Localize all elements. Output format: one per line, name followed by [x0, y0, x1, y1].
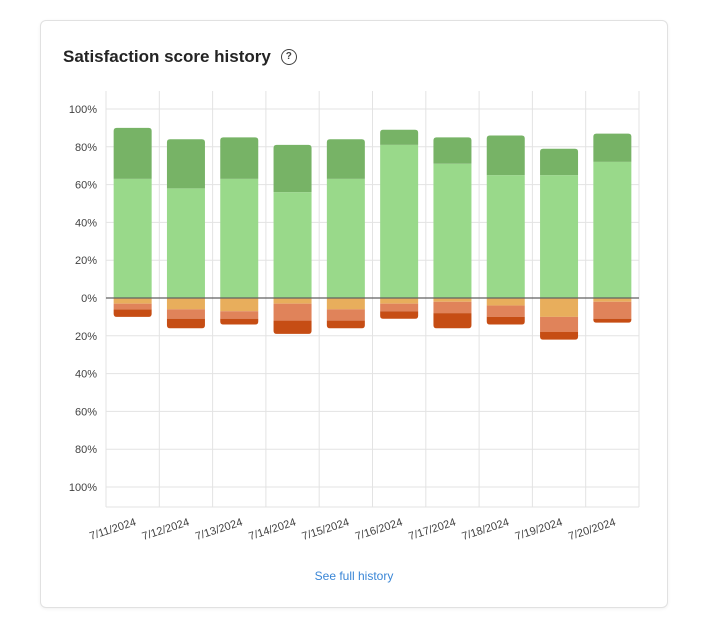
y-tick-label: 40% [75, 217, 97, 229]
y-tick-label: 40% [75, 369, 97, 381]
y-tick-label: 20% [75, 331, 97, 343]
bar-segment-dissatisfied [540, 316, 579, 333]
bar-segment-very-dissatisfied [166, 318, 205, 329]
bar-segment-satisfied [540, 175, 579, 298]
bar-segment-very-dissatisfied [113, 309, 152, 317]
bar-segment-neutral [486, 298, 525, 306]
bar-segment-very-satisfied [540, 148, 579, 176]
bar-segment-satisfied [593, 161, 632, 298]
x-tick-label: 7/12/2024 [141, 516, 191, 543]
bar-segment-dissatisfied [380, 303, 419, 312]
card-header: Satisfaction score history ? [63, 47, 297, 67]
bar-segment-dissatisfied [486, 305, 525, 317]
bar-segment-very-satisfied [326, 139, 365, 179]
bar-segment-neutral [593, 298, 632, 302]
card-title: Satisfaction score history [63, 47, 271, 66]
bar-segment-neutral [540, 298, 579, 317]
bar-segment-very-satisfied [220, 137, 259, 179]
satisfaction-chart: 100% 80% 60% 40% 20% 0% 20% 40% 60% 80% 100% 7/11/2… [69, 91, 640, 543]
x-tick-label: 7/11/2024 [88, 516, 137, 542]
bar-segment-neutral [433, 298, 472, 302]
y-tick-label: 0% [81, 293, 97, 305]
bar-segment-dissatisfied [220, 311, 259, 319]
bar-segment-dissatisfied [166, 309, 205, 319]
bar-segment-satisfied [433, 163, 472, 298]
bar-segment-neutral [113, 298, 152, 304]
bar-segment-satisfied [220, 178, 259, 298]
x-tick-label: 7/17/2024 [407, 516, 457, 543]
bar-segment-satisfied [486, 175, 525, 298]
bar-segment-neutral [380, 298, 419, 304]
satisfaction-history-card: Satisfaction score history ? 100% 80% 60% 4… [40, 20, 668, 608]
bar-segment-very-dissatisfied [433, 313, 472, 329]
x-tick-label: 7/20/2024 [567, 516, 617, 543]
x-tick-label: 7/15/2024 [301, 516, 351, 543]
bar-segment-satisfied [113, 178, 152, 298]
bar-segment-satisfied [166, 188, 205, 298]
bar-segment-very-dissatisfied [540, 332, 579, 340]
bar-segment-satisfied [273, 192, 312, 298]
y-tick-label: 100% [69, 482, 97, 494]
bar-segment-very-dissatisfied [486, 316, 525, 325]
bar-segment-satisfied [380, 144, 419, 298]
x-tick-label: 7/18/2024 [460, 516, 510, 543]
bar-segment-neutral [273, 298, 312, 304]
x-tick-label: 7/13/2024 [194, 516, 244, 543]
bar-segment-very-satisfied [273, 144, 312, 193]
bar-segment-very-satisfied [380, 129, 419, 145]
y-tick-label: 60% [75, 180, 97, 192]
bar-segment-dissatisfied [593, 301, 632, 319]
bar-segment-neutral [326, 298, 365, 310]
bar-segment-very-satisfied [113, 127, 152, 179]
bar-segment-very-satisfied [486, 135, 525, 176]
x-tick-label: 7/19/2024 [514, 516, 564, 543]
bar-segment-satisfied [326, 178, 365, 298]
y-tick-label: 60% [75, 406, 97, 418]
bar-segment-very-dissatisfied [326, 320, 365, 329]
x-tick-label: 7/16/2024 [354, 516, 404, 543]
bar-segment-dissatisfied [113, 303, 152, 310]
bar-segment-dissatisfied [326, 309, 365, 321]
bar-segment-neutral [220, 298, 259, 312]
x-tick-label: 7/14/2024 [247, 516, 297, 543]
bar-segment-very-satisfied [166, 139, 205, 189]
see-full-history-link[interactable]: See full history [314, 569, 394, 583]
bar-segment-dissatisfied [273, 303, 312, 321]
bar-segment-very-dissatisfied [380, 311, 419, 319]
y-tick-label: 100% [69, 104, 97, 116]
bar-segment-neutral [166, 298, 205, 310]
y-tick-label: 20% [75, 255, 97, 267]
bar-segment-very-satisfied [433, 137, 472, 164]
bar-segment-very-dissatisfied [273, 320, 312, 334]
bar-segment-very-dissatisfied [220, 318, 259, 325]
bar-segment-very-dissatisfied [593, 318, 632, 323]
bar-segment-dissatisfied [433, 301, 472, 314]
y-tick-label: 80% [75, 444, 97, 456]
y-tick-label: 80% [75, 142, 97, 154]
bar-segment-very-satisfied [593, 133, 632, 162]
question-circle-icon[interactable]: ? [280, 49, 297, 65]
